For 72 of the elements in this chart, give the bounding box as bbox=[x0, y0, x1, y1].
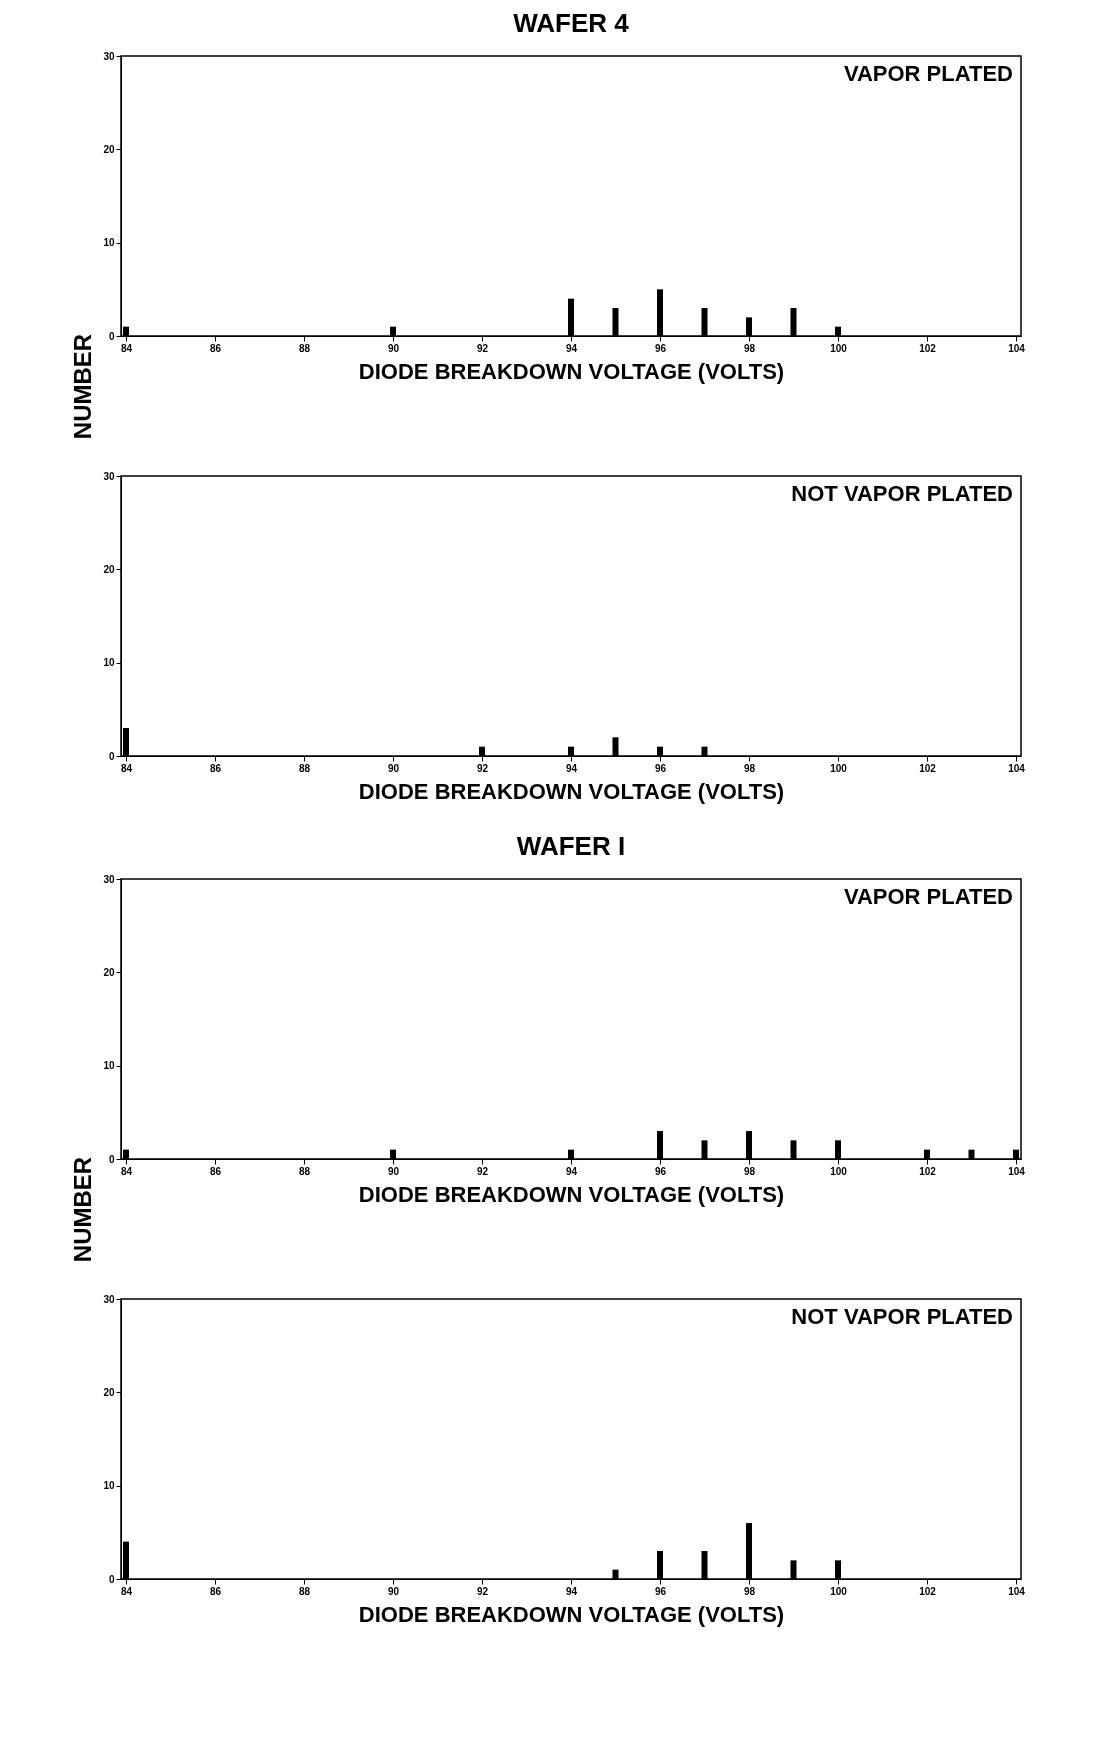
x-tick-label: 96 bbox=[654, 1165, 667, 1177]
x-tick-label: 86 bbox=[209, 762, 222, 774]
y-tick-label: 10 bbox=[103, 237, 115, 249]
y-tick-label: 0 bbox=[108, 750, 115, 762]
x-tick-label: 104 bbox=[1008, 762, 1026, 774]
x-tick-label: 100 bbox=[830, 762, 848, 774]
annotation: VAPOR PLATED bbox=[843, 884, 1013, 909]
x-tick-label: 96 bbox=[654, 762, 667, 774]
x-tick-label: 90 bbox=[387, 762, 400, 774]
y-tick-label: 30 bbox=[103, 873, 115, 885]
x-tick-label: 102 bbox=[919, 342, 937, 354]
y-tick-label: 0 bbox=[108, 1573, 115, 1585]
x-tick-label: 96 bbox=[654, 1585, 667, 1597]
annotation: NOT VAPOR PLATED bbox=[791, 481, 1013, 506]
x-tick-label: 88 bbox=[298, 342, 311, 354]
x-tick-label: 84 bbox=[120, 1585, 133, 1597]
x-tick-label: 94 bbox=[565, 342, 578, 354]
x-tick-label: 98 bbox=[743, 1585, 756, 1597]
x-tick-label: 94 bbox=[565, 1585, 578, 1597]
chart-title: WAFER 4 bbox=[513, 8, 630, 38]
x-tick-label: 88 bbox=[298, 1585, 311, 1597]
x-tick-label: 104 bbox=[1008, 1585, 1026, 1597]
x-tick-label: 90 bbox=[387, 1585, 400, 1597]
x-tick-label: 100 bbox=[830, 342, 848, 354]
y-tick-label: 30 bbox=[103, 50, 115, 62]
x-tick-label: 84 bbox=[120, 342, 133, 354]
y-tick-label: 20 bbox=[103, 966, 115, 978]
x-tick-label: 84 bbox=[120, 762, 133, 774]
x-tick-label: 92 bbox=[476, 762, 489, 774]
x-axis-title: DIODE BREAKDOWN VOLTAGE (VOLTS) bbox=[358, 358, 785, 384]
x-axis-title: DIODE BREAKDOWN VOLTAGE (VOLTS) bbox=[358, 1601, 785, 1627]
x-axis-title: DIODE BREAKDOWN VOLTAGE (VOLTS) bbox=[358, 1181, 785, 1207]
x-tick-label: 86 bbox=[209, 1585, 222, 1597]
y-axis-title: NUMBER bbox=[68, 333, 96, 440]
x-tick-label: 102 bbox=[919, 762, 937, 774]
x-tick-label: 102 bbox=[919, 1165, 937, 1177]
y-tick-label: 0 bbox=[108, 1153, 115, 1165]
x-tick-label: 84 bbox=[120, 1165, 133, 1177]
chart-title: WAFER I bbox=[516, 831, 626, 861]
x-tick-label: 88 bbox=[298, 1165, 311, 1177]
y-tick-label: 10 bbox=[103, 1060, 115, 1072]
x-tick-label: 92 bbox=[476, 1585, 489, 1597]
x-tick-label: 100 bbox=[830, 1585, 848, 1597]
y-tick-label: 20 bbox=[103, 143, 115, 155]
y-tick-label: 30 bbox=[103, 470, 115, 482]
x-tick-label: 98 bbox=[743, 1165, 756, 1177]
y-tick-label: 10 bbox=[103, 1480, 115, 1492]
y-tick-label: 0 bbox=[108, 330, 115, 342]
x-tick-label: 88 bbox=[298, 762, 311, 774]
x-tick-label: 90 bbox=[387, 342, 400, 354]
x-tick-label: 86 bbox=[209, 1165, 222, 1177]
x-tick-label: 92 bbox=[476, 1165, 489, 1177]
x-tick-label: 98 bbox=[743, 342, 756, 354]
y-tick-label: 10 bbox=[103, 657, 115, 669]
x-tick-label: 104 bbox=[1008, 1165, 1026, 1177]
x-tick-label: 96 bbox=[654, 342, 667, 354]
y-axis-title: NUMBER bbox=[68, 1156, 96, 1263]
annotation: NOT VAPOR PLATED bbox=[791, 1304, 1013, 1329]
x-axis-title: DIODE BREAKDOWN VOLTAGE (VOLTS) bbox=[358, 778, 785, 804]
x-tick-label: 94 bbox=[565, 1165, 578, 1177]
x-tick-label: 102 bbox=[919, 1585, 937, 1597]
x-tick-label: 98 bbox=[743, 762, 756, 774]
x-tick-label: 92 bbox=[476, 342, 489, 354]
x-tick-label: 86 bbox=[209, 342, 222, 354]
y-tick-label: 30 bbox=[103, 1293, 115, 1305]
x-tick-label: 90 bbox=[387, 1165, 400, 1177]
x-tick-label: 100 bbox=[830, 1165, 848, 1177]
y-tick-label: 20 bbox=[103, 563, 115, 575]
y-tick-label: 20 bbox=[103, 1386, 115, 1398]
annotation: VAPOR PLATED bbox=[843, 61, 1013, 86]
x-tick-label: 94 bbox=[565, 762, 578, 774]
x-tick-label: 104 bbox=[1008, 342, 1026, 354]
